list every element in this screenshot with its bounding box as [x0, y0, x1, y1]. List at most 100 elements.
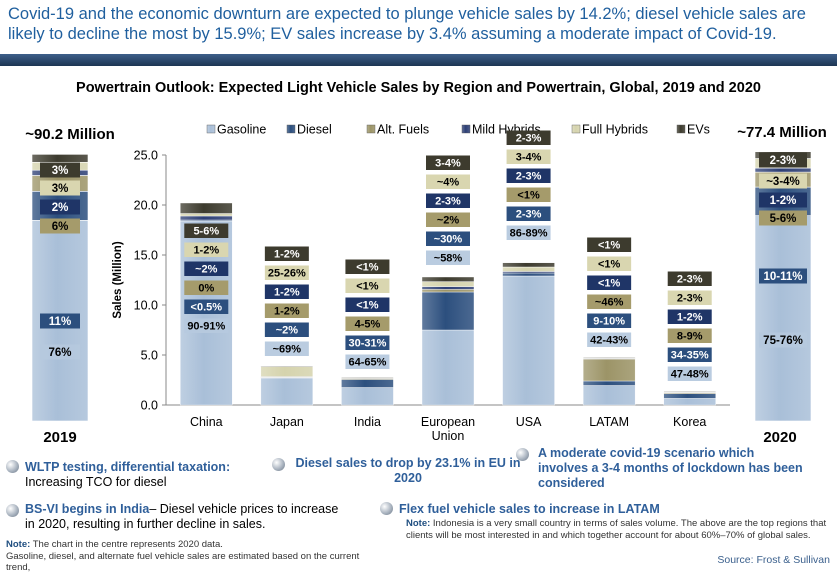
bullet-icon [272, 458, 285, 471]
x-category-label: India [354, 415, 381, 429]
bullet-icon [6, 504, 19, 517]
total-share-box [759, 268, 807, 284]
y-tick-label: 5.0 [141, 349, 158, 363]
legend-swatch [286, 124, 296, 134]
segment-share-box [264, 341, 309, 356]
bullet-covid-scenario-text: A moderate covid-19 scenario which invol… [538, 446, 803, 490]
total-share-label: 1-2% [770, 195, 797, 207]
segment-share-box [184, 261, 229, 276]
total-share-box [40, 162, 80, 178]
segment-share-label: ~2% [195, 264, 218, 276]
headline: Covid-19 and the economic downturn are e… [8, 5, 806, 43]
y-tick-label: 25.0 [134, 149, 158, 163]
legend-swatch [676, 124, 686, 134]
segment-share-box [184, 242, 229, 257]
bar-segment [421, 286, 475, 290]
segment-share-label: 64-65% [348, 357, 386, 369]
y-tick-label: 20.0 [134, 199, 158, 213]
y-tick-label: 10.0 [134, 299, 158, 313]
segment-share-label: 34-35% [671, 350, 709, 362]
bullet-flex-fuel: Flex fuel vehicle sales to increase in L… [380, 502, 710, 517]
segment-share-label: 3-4% [435, 158, 461, 170]
segment-share-box [667, 347, 712, 362]
bar-segment [260, 365, 314, 367]
bar-segment [421, 329, 475, 406]
segment-share-box [667, 309, 712, 324]
y-tick-label: 0.0 [141, 399, 158, 413]
segment-share-box [426, 193, 470, 208]
note-label: Note: [406, 518, 431, 529]
note-right-text: Indonesia is a very small country in ter… [406, 518, 827, 541]
bullet-wltp-text: Increasing TCO for diesel [25, 475, 167, 489]
bullet-wltp-title: WLTP testing, differential taxation: [25, 460, 231, 474]
segment-share-box [345, 335, 390, 350]
bullet-eu-diesel-text: Diesel sales to drop by 23.1% in EU in 2… [295, 456, 521, 485]
bullet-bs-vi: BS-VI begins in India– Diesel vehicle pr… [6, 502, 351, 532]
segment-share-box [426, 231, 470, 246]
divider-bar [0, 54, 837, 66]
segment-share-box [587, 332, 632, 347]
source: Source: Frost & Sullivan [717, 554, 830, 566]
segment-share-label: ~69% [273, 344, 302, 356]
bar-segment [260, 377, 314, 406]
segment-share-box [264, 246, 309, 261]
bar-segment [582, 380, 636, 386]
segment-share-label: 1-2% [677, 312, 703, 324]
note-left-1: The chart in the centre represents 2020 … [32, 539, 223, 550]
segment-share-label: 42-43% [590, 335, 628, 347]
total-share-label: 3% [52, 165, 69, 177]
segment-share-label: 3-4% [516, 152, 542, 164]
segment-share-box [506, 130, 551, 145]
total-share-box [759, 332, 807, 348]
bar-segment [180, 213, 233, 217]
y-tick-label: 15.0 [134, 249, 158, 263]
bar-segment [421, 291, 475, 331]
total-share-box [759, 192, 807, 208]
segment-share-box [264, 284, 309, 299]
segment-share-label: ~30% [434, 234, 463, 246]
total-bar-segment [754, 167, 812, 173]
bullet-covid-scenario: A moderate covid-19 scenario which invol… [516, 446, 806, 491]
bullet-bs-vi-text: – Diesel vehicle prices to increase in 2… [25, 502, 339, 531]
segment-share-box [426, 174, 470, 189]
segment-share-label: <1% [598, 240, 621, 252]
bullet-icon [516, 448, 529, 461]
segment-share-box [426, 212, 470, 227]
segment-share-box [184, 318, 229, 333]
bar-segment [502, 272, 555, 277]
segment-share-box [345, 354, 390, 369]
segment-share-box [345, 259, 390, 274]
total-share-label: 11% [49, 316, 71, 328]
x-category-label: USA [516, 415, 542, 429]
total-share-box [40, 344, 80, 360]
segment-share-box [184, 299, 229, 314]
y-axis-title: Sales (Million) [112, 241, 124, 318]
total-bar-segment [31, 154, 89, 163]
segment-share-label: 5-6% [193, 226, 219, 238]
segment-share-box [587, 294, 632, 309]
segment-share-box [506, 149, 551, 164]
total-share-box [40, 218, 80, 234]
legend-label: Diesel [297, 123, 332, 137]
segment-share-label: ~2% [276, 325, 299, 337]
x-category-label: China [190, 415, 223, 429]
segment-share-box [587, 237, 632, 252]
total-share-box [759, 173, 807, 189]
segment-share-box [264, 265, 309, 280]
x-category-label: Korea [673, 415, 706, 429]
segment-share-label: <1% [356, 262, 379, 274]
legend-swatch [366, 124, 376, 134]
bar-segment [421, 276, 475, 282]
segment-share-box [587, 313, 632, 328]
segment-share-label: 1-2% [274, 287, 300, 299]
segment-share-box [345, 278, 390, 293]
bar-segment [421, 289, 475, 293]
note-left: Note: The chart in the centre represents… [6, 539, 386, 574]
segment-share-label: 0% [198, 283, 214, 295]
legend-swatch [571, 124, 581, 134]
segment-share-label: ~46% [595, 297, 624, 309]
x-category-label: Union [432, 429, 465, 443]
segment-share-label: 90-91% [187, 321, 225, 333]
total-share-label: 2-3% [770, 155, 797, 167]
segment-share-label: <1% [356, 300, 379, 312]
